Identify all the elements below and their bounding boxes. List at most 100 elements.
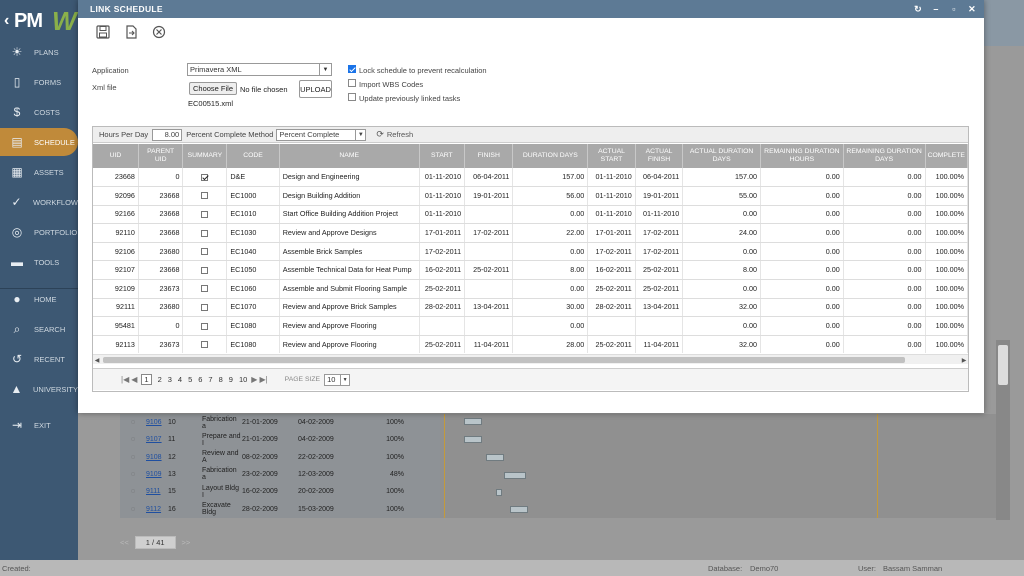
- task-link[interactable]: 9108: [146, 453, 162, 461]
- next-page-icon[interactable]: ▶: [251, 375, 258, 384]
- sidebar-item-exit[interactable]: ⇥ EXIT: [0, 411, 78, 439]
- page-number-10[interactable]: 10: [238, 375, 248, 384]
- upload-button[interactable]: UPLOAD: [299, 80, 332, 98]
- page-scrollbar[interactable]: [996, 340, 1010, 520]
- sidebar-item-university[interactable]: ▲ UNIVERSITY: [0, 375, 78, 403]
- choose-file-button[interactable]: Choose File: [189, 82, 237, 95]
- prev-page-icon[interactable]: ◀: [131, 375, 138, 384]
- sidebar-item-plans[interactable]: ☀ PLANS: [0, 38, 78, 66]
- column-header[interactable]: COMPLETE: [925, 144, 968, 168]
- page-number-9[interactable]: 9: [228, 375, 233, 384]
- sidebar-item-workflow[interactable]: ✓ WORKFLOW: [0, 188, 78, 216]
- summary-checkbox[interactable]: [201, 173, 209, 181]
- refresh-icon[interactable]: ⟳: [376, 129, 384, 139]
- column-header[interactable]: ACTUAL START: [587, 144, 636, 168]
- first-page-icon[interactable]: <<: [120, 537, 129, 547]
- refresh-button[interactable]: Refresh: [386, 130, 414, 139]
- page-number-6[interactable]: 6: [198, 375, 203, 384]
- minimize-icon[interactable]: –: [933, 4, 939, 14]
- sidebar-item-forms[interactable]: ▯ FORMS: [0, 68, 78, 96]
- sidebar-item-schedule[interactable]: ▤ SCHEDULE: [0, 128, 78, 156]
- summary-checkbox[interactable]: [201, 192, 209, 200]
- table-row[interactable]: 23668 0 D&E Design and Engineering 01-11-201…: [93, 168, 968, 188]
- scrollbar-thumb[interactable]: [103, 357, 905, 363]
- sidebar-item-assets[interactable]: ▦ ASSETS: [0, 158, 78, 186]
- background-page-indicator[interactable]: 1 / 41: [134, 535, 176, 549]
- task-link[interactable]: 9109: [146, 470, 162, 478]
- page-number-1[interactable]: 1: [141, 374, 152, 385]
- summary-checkbox[interactable]: [201, 266, 209, 274]
- last-page-icon[interactable]: >>: [181, 537, 191, 547]
- task-link[interactable]: 9107: [146, 436, 162, 444]
- save-icon[interactable]: [94, 23, 112, 41]
- back-chevron-icon[interactable]: ‹: [4, 12, 10, 29]
- close-icon[interactable]: ✕: [968, 3, 976, 14]
- import-wbs-checkbox[interactable]: [348, 79, 356, 87]
- column-header[interactable]: REMAINING DURATION DAYS: [843, 144, 926, 168]
- chevron-down-icon: ▼: [340, 374, 349, 385]
- summary-checkbox[interactable]: [201, 304, 209, 312]
- cell-start: 01-11-2010: [419, 186, 466, 206]
- cell-pct: 100.00%: [925, 316, 968, 336]
- percent-method-select[interactable]: Percent Complete ▼: [276, 128, 367, 141]
- app-logo[interactable]: ‹ PM W: [4, 6, 77, 38]
- summary-checkbox[interactable]: [201, 341, 209, 349]
- page-number-8[interactable]: 8: [218, 375, 223, 384]
- column-header[interactable]: ACTUAL FINISH: [635, 144, 684, 168]
- sidebar-item-recent[interactable]: ↺ RECENT: [0, 345, 78, 373]
- page-number-3[interactable]: 3: [167, 375, 172, 384]
- cell-astart: 28-02-2011: [587, 298, 636, 318]
- task-link[interactable]: 9111: [146, 488, 161, 496]
- application-select[interactable]: Primavera XML ▼: [187, 63, 332, 76]
- column-header[interactable]: REMAINING DURATION HOURS: [760, 144, 844, 168]
- cancel-icon[interactable]: [150, 23, 168, 41]
- table-row[interactable]: 92107 23668 EC1050 Assemble Technical Data …: [93, 260, 968, 281]
- sidebar-item-home[interactable]: ● HOME: [0, 285, 78, 313]
- summary-checkbox[interactable]: [201, 285, 209, 293]
- page-number-4[interactable]: 4: [177, 375, 183, 384]
- refresh-icon[interactable]: ↻: [914, 3, 922, 14]
- column-header[interactable]: START: [419, 144, 466, 168]
- scroll-right-icon[interactable]: ▶: [961, 357, 967, 364]
- sidebar-item-search[interactable]: ⌕ SEARCH: [0, 315, 78, 343]
- export-icon[interactable]: [122, 23, 140, 41]
- table-row[interactable]: 92111 23680 EC1070 Review and Approve Brick…: [93, 298, 968, 318]
- table-row[interactable]: 95481 0 EC1080 Review and Approve Flooring 0…: [93, 316, 968, 336]
- table-row[interactable]: 92113 23673 EC1080 Review and Approve Floor…: [93, 335, 968, 353]
- sidebar-item-portfolio[interactable]: ◎ PORTFOLIO: [0, 218, 78, 246]
- summary-checkbox[interactable]: [201, 248, 209, 256]
- horizontal-scrollbar[interactable]: ◀ ▶: [93, 354, 968, 364]
- table-row[interactable]: 92106 23680 EC1040 Assemble Brick Samples 17…: [93, 242, 968, 262]
- update-linked-checkbox[interactable]: [348, 93, 356, 101]
- summary-checkbox[interactable]: [201, 322, 209, 330]
- table-row[interactable]: 92110 23668 EC1030 Review and Approve Desig…: [93, 223, 968, 243]
- lock-schedule-checkbox[interactable]: [348, 65, 356, 73]
- last-page-icon[interactable]: ▶|: [259, 375, 268, 384]
- column-header[interactable]: FINISH: [464, 144, 514, 168]
- page-number-7[interactable]: 7: [208, 375, 213, 384]
- first-page-icon[interactable]: |◀: [121, 375, 130, 384]
- column-header[interactable]: PARENT UID: [138, 144, 184, 168]
- column-header[interactable]: NAME: [279, 144, 420, 168]
- column-header[interactable]: SUMMARY: [182, 144, 228, 168]
- column-header[interactable]: UID: [93, 144, 139, 168]
- page-number-5[interactable]: 5: [188, 375, 193, 384]
- table-row[interactable]: 92096 23668 EC1000 Design Building Addition…: [93, 186, 968, 206]
- scroll-left-icon[interactable]: ◀: [94, 357, 100, 364]
- summary-checkbox[interactable]: [201, 229, 209, 237]
- summary-checkbox[interactable]: [201, 211, 209, 219]
- sidebar-item-costs[interactable]: $ COSTS: [0, 98, 78, 126]
- column-header[interactable]: DURATION DAYS: [512, 144, 589, 168]
- column-header[interactable]: CODE: [226, 144, 280, 168]
- task-link[interactable]: 9106: [146, 419, 162, 426]
- maximize-icon[interactable]: ▫: [952, 4, 956, 14]
- table-row[interactable]: 92109 23673 EC1060 Assemble and Submit Floo…: [93, 279, 968, 299]
- hours-per-day-input[interactable]: 8.00: [152, 128, 183, 141]
- page-size-select[interactable]: 10 ▼: [324, 373, 351, 386]
- task-link[interactable]: 9112: [146, 505, 162, 513]
- sidebar-item-tools[interactable]: ▬ TOOLS: [0, 248, 78, 276]
- column-header[interactable]: ACTUAL DURATION DAYS: [682, 144, 762, 168]
- page-scrollbar-thumb[interactable]: [998, 345, 1008, 385]
- table-row[interactable]: 92166 23668 EC1010 Start Office Building Ad…: [93, 205, 968, 225]
- page-number-2[interactable]: 2: [157, 375, 162, 384]
